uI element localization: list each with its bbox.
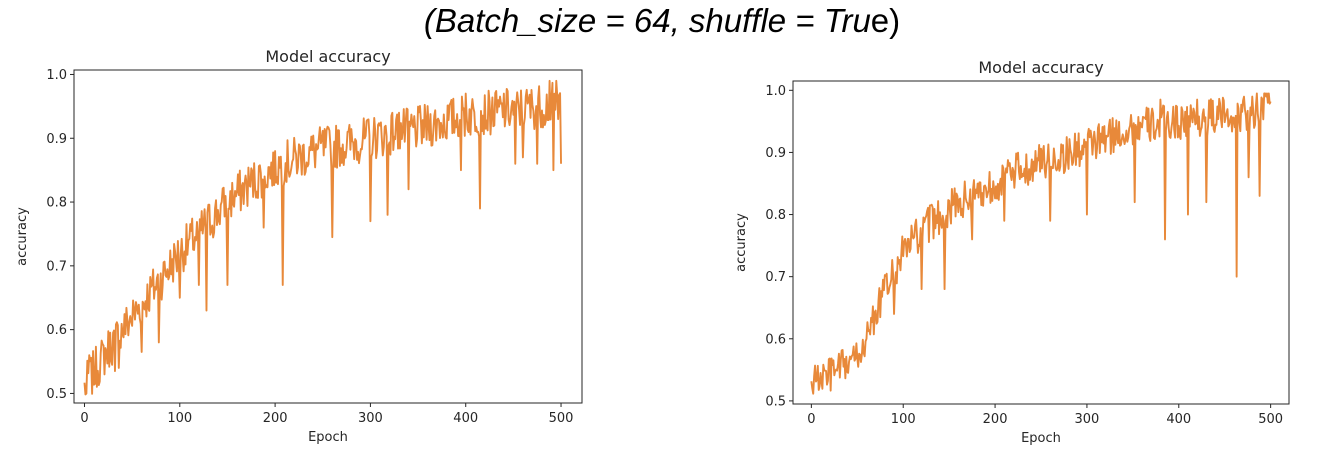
y-tick-label: 0.8 <box>765 208 786 223</box>
figure-title-italic: (Batch_size = 64, shuffle = Tru <box>423 2 871 39</box>
y-tick-label: 0.6 <box>46 323 67 338</box>
y-tick-label: 0.8 <box>46 196 67 211</box>
y-tick-label: 1.0 <box>765 84 786 99</box>
x-tick-label: 500 <box>549 411 574 426</box>
y-axis-label: accuracy <box>15 207 30 266</box>
x-axis-label: Epoch <box>308 430 348 445</box>
plot-frame <box>73 69 583 404</box>
x-tick-label: 300 <box>358 411 383 426</box>
plot-frame <box>792 80 1290 405</box>
x-tick-label: 0 <box>80 411 88 426</box>
y-tick-label: 0.6 <box>765 332 786 347</box>
y-tick-label: 0.5 <box>46 387 67 402</box>
figure-title: (Batch_size = 64, shuffle = True) <box>0 2 1324 40</box>
x-tick-label: 0 <box>807 412 815 427</box>
x-tick-label: 400 <box>453 411 478 426</box>
x-tick-label: 100 <box>167 411 192 426</box>
y-tick-label: 0.7 <box>46 259 67 274</box>
x-tick-label: 400 <box>1166 412 1191 427</box>
x-tick-label: 300 <box>1075 412 1100 427</box>
x-axis-label: Epoch <box>1021 431 1061 446</box>
y-tick-label: 0.9 <box>765 146 786 161</box>
x-tick-label: 200 <box>983 412 1008 427</box>
y-tick-label: 1.0 <box>46 68 67 83</box>
y-tick-label: 0.7 <box>765 270 786 285</box>
figure-title-upright: e) <box>870 2 901 39</box>
series-line <box>810 92 1272 395</box>
x-tick-label: 200 <box>263 411 288 426</box>
x-tick-label: 500 <box>1258 412 1283 427</box>
y-tick-label: 0.5 <box>765 394 786 409</box>
y-tick-label: 0.9 <box>46 132 67 147</box>
accuracy-chart-left: 0 100 200 300 400 500 0.5 0.6 0.7 0.8 0.9 1.0 Model … <box>15 47 583 445</box>
y-axis-label: accuracy <box>734 213 749 272</box>
x-tick-label: 100 <box>891 412 916 427</box>
series-line <box>83 79 562 396</box>
chart-title: Model accuracy <box>265 47 390 66</box>
chart-title: Model accuracy <box>978 58 1103 77</box>
